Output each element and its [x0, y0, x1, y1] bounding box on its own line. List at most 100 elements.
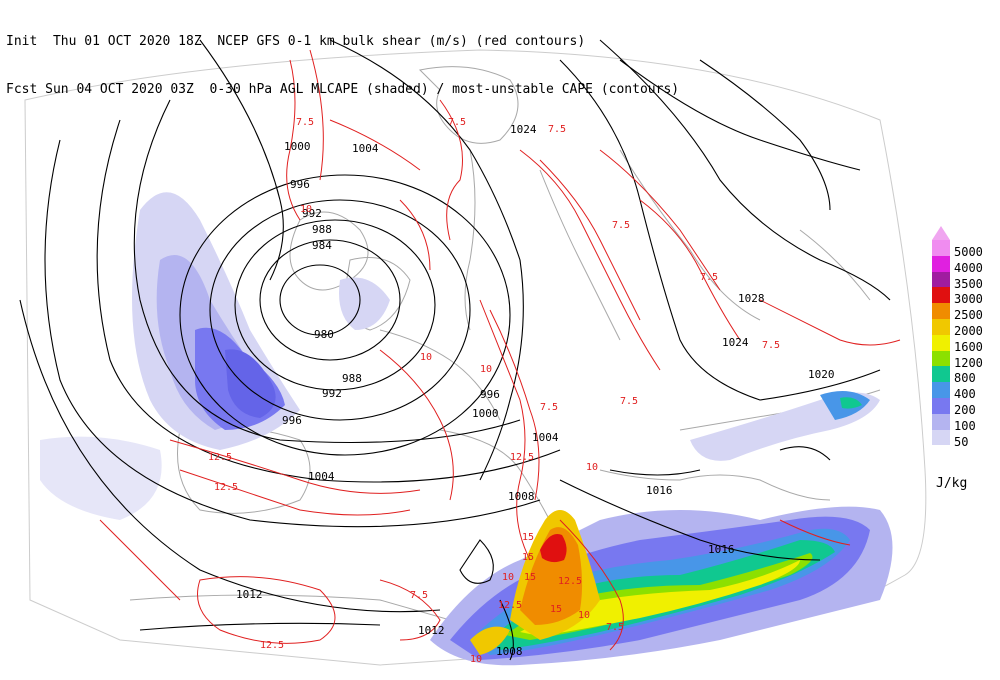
legend-row: 2000 — [928, 318, 996, 338]
legend-swatch — [932, 429, 950, 446]
shear-label: 12.5 — [214, 482, 238, 493]
legend-swatch — [932, 271, 950, 288]
legend-row: 1200 — [928, 350, 996, 370]
isobar-label: 1016 — [708, 543, 735, 556]
legend-row: 800 — [928, 366, 996, 386]
legend-swatch — [932, 255, 950, 272]
shear-label: 12.5 — [260, 640, 284, 651]
isobar-label: 1004 — [532, 431, 559, 444]
shear-label: 12.5 — [558, 576, 582, 587]
legend-swatch — [932, 397, 950, 414]
shear-label: 10 — [586, 462, 598, 473]
legend-label: 800 — [954, 371, 976, 386]
legend-label: 3500 — [954, 276, 983, 291]
shear-label: 10 — [480, 364, 492, 375]
isobar-label: 1008 — [496, 645, 523, 658]
shear-label: 12.5 — [510, 452, 534, 463]
shear-label: 7.5 — [410, 590, 428, 601]
legend-label: 400 — [954, 387, 976, 402]
legend-row: 50 — [928, 429, 996, 449]
legend-swatch — [932, 318, 950, 335]
shear-label: 7.5 — [612, 220, 630, 231]
legend-row: 400 — [928, 382, 996, 402]
shear-contours — [99, 49, 901, 651]
isobar-label: 1004 — [308, 470, 335, 483]
isobars — [19, 39, 891, 661]
legend-row: 3500 — [928, 271, 996, 291]
legend-label: 200 — [954, 402, 976, 417]
legend-label: 100 — [954, 418, 976, 433]
isobar-label: 1012 — [236, 588, 263, 601]
legend-swatch — [932, 240, 950, 256]
shear-label: 10 — [300, 204, 312, 215]
legend-swatch — [932, 413, 950, 430]
legend-unit: J/kg — [936, 476, 968, 491]
legend-label: 1600 — [954, 339, 983, 354]
isobar-label: 1000 — [284, 140, 311, 153]
shear-label: 15 — [522, 552, 534, 563]
legend-label: 4000 — [954, 260, 983, 275]
legend-row: 4000 — [928, 255, 996, 275]
shear-label: 10 — [502, 572, 514, 583]
shear-label: 15 — [524, 572, 536, 583]
isobar-label: 992 — [322, 387, 342, 400]
isobar-label: 1000 — [472, 407, 499, 420]
header-line-init: Init Thu 01 OCT 2020 18Z NCEP GFS 0-1 km… — [6, 34, 586, 49]
legend-label: 2000 — [954, 323, 983, 338]
isobar-label: 1024 — [510, 123, 537, 136]
shear-label: 7.5 — [606, 622, 624, 633]
isobar-label: 1012 — [418, 624, 445, 637]
isobar-label: 1024 — [722, 336, 749, 349]
isobar-label: 1028 — [738, 292, 765, 305]
legend-row: 200 — [928, 397, 996, 417]
cape-shading-west — [40, 192, 390, 520]
cape-shading-east — [430, 391, 893, 666]
shear-label: 12.5 — [498, 600, 522, 611]
isobar-label: 988 — [342, 372, 362, 385]
isobar-label: 1004 — [352, 142, 379, 155]
isobar-label: 996 — [480, 388, 500, 401]
legend-row: 5000 — [928, 240, 996, 259]
isobar-label: 1008 — [508, 490, 535, 503]
legend-swatch — [932, 334, 950, 351]
legend-label: 2500 — [954, 308, 983, 323]
legend-row: 2500 — [928, 303, 996, 323]
isobar-label: 988 — [312, 223, 332, 236]
legend-row: 3000 — [928, 287, 996, 307]
isobar-label: 992 — [302, 207, 322, 220]
isobar-label: 1016 — [646, 484, 673, 497]
legend-label: 3000 — [954, 292, 983, 307]
isobar-label: 980 — [314, 328, 334, 341]
shear-label: 7.5 — [762, 340, 780, 351]
shear-label: 7.5 — [540, 402, 558, 413]
shear-label: 15 — [522, 532, 534, 543]
isobar-label: 984 — [312, 239, 332, 252]
legend-label: 1200 — [954, 355, 983, 370]
shear-label: 7.5 — [620, 396, 638, 407]
legend-swatch — [932, 350, 950, 367]
cape-legend: 5000 4000 3500 3000 2500 2000 1600 1200 800 400 20… — [928, 226, 996, 449]
shear-label: 7.5 — [296, 117, 314, 128]
legend-swatch — [932, 287, 950, 304]
isobar-label: 996 — [282, 414, 302, 427]
shear-label: 10 — [470, 654, 482, 665]
legend-row: 1600 — [928, 334, 996, 354]
shear-label: 10 — [578, 610, 590, 621]
shear-label: 7.5 — [548, 124, 566, 135]
header-line-forecast: Fcst Sun 04 OCT 2020 03Z 0-30 hPa AGL ML… — [6, 82, 680, 97]
shear-label: 12.5 — [208, 452, 232, 463]
shear-label: 10 — [420, 352, 432, 363]
isobar-label: 1020 — [808, 368, 835, 381]
legend-label: 5000 — [954, 245, 983, 259]
shear-labels: 10 7.5 7.5 7.5 7.5 7.5 10 12.5 15 12.5 1… — [208, 117, 780, 665]
legend-swatch — [932, 303, 950, 319]
legend-swatch — [932, 366, 950, 383]
isobar-label: 996 — [290, 178, 310, 191]
legend-label: 50 — [954, 434, 969, 449]
legend-row: 100 — [928, 413, 996, 433]
map-header: Init Thu 01 OCT 2020 18Z NCEP GFS 0-1 km… — [6, 2, 679, 114]
legend-swatch — [932, 382, 950, 398]
shear-label: 15 — [550, 604, 562, 615]
legend-max-arrow-icon — [932, 226, 950, 240]
